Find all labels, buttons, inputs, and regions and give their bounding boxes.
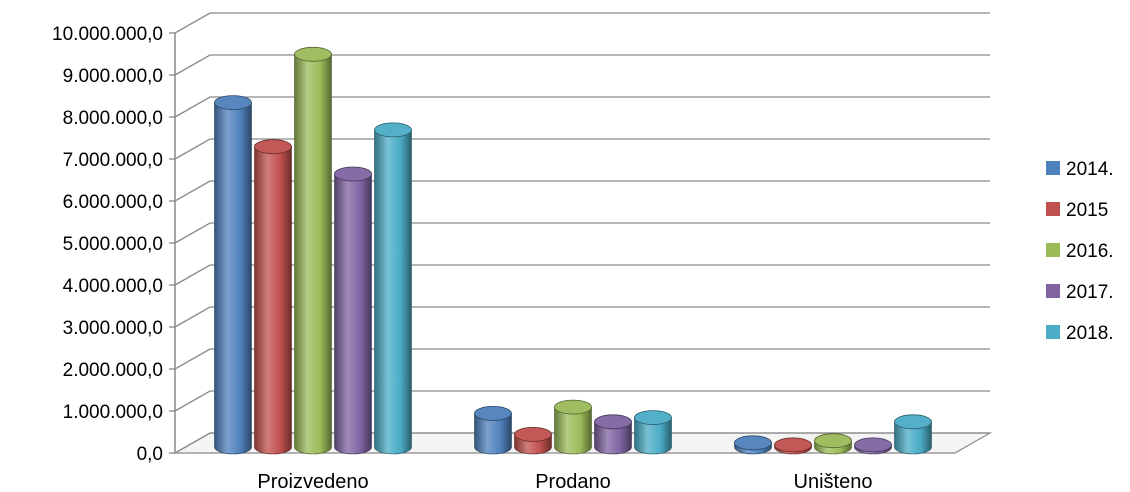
- legend-item: 2014.: [1046, 159, 1114, 180]
- y-tick-label: 9.000.000,0: [63, 66, 163, 87]
- legend: 2014. 2015 2016. 2017. 2018.: [1046, 159, 1114, 344]
- bar-Prodano-2014.: [474, 405, 512, 455]
- y-tick-label: 6.000.000,0: [63, 192, 163, 213]
- legend-swatch: [1046, 284, 1060, 298]
- y-tick-label: 7.000.000,0: [63, 150, 163, 171]
- legend-label: 2015: [1066, 200, 1108, 221]
- legend-swatch: [1046, 202, 1060, 216]
- x-tick-label: Proizvedeno: [257, 471, 368, 492]
- gridline: [174, 54, 990, 76]
- gridline: [174, 306, 990, 328]
- legend-item: 2018.: [1046, 323, 1114, 344]
- y-tick-label: 0,0: [137, 444, 163, 465]
- legend-item: 2016.: [1046, 241, 1114, 262]
- gridline: [174, 96, 990, 118]
- bars: [214, 46, 932, 455]
- gridline: [174, 12, 990, 34]
- legend-label: 2016.: [1066, 241, 1114, 262]
- x-axis-ticks: Proizvedeno Prodano Uništeno: [257, 471, 872, 492]
- bar-Prodano-2016.: [554, 399, 592, 455]
- legend-label: 2017.: [1066, 282, 1114, 303]
- x-tick-label: Prodano: [535, 471, 611, 492]
- legend-label: 2014.: [1066, 159, 1114, 180]
- bar-Proizvedeno-2018.: [374, 122, 412, 455]
- gridlines: [174, 12, 990, 454]
- bar-Proizvedeno-2014.: [214, 95, 252, 455]
- bar-Prodano-2015: [514, 426, 552, 455]
- legend-swatch: [1046, 161, 1060, 175]
- gridline: [174, 432, 990, 454]
- bar-Uništeno-2015: [774, 437, 812, 455]
- gridline: [174, 264, 990, 286]
- bar-Uništeno-2017.: [854, 437, 892, 455]
- bar-Uništeno-2014.: [734, 435, 772, 455]
- bar-Proizvedeno-2016.: [294, 46, 332, 455]
- bar-Prodano-2018.: [634, 410, 672, 455]
- y-tick-label: 1.000.000,0: [63, 402, 163, 423]
- legend-label: 2018.: [1066, 323, 1114, 344]
- bar-Uništeno-2018.: [894, 414, 932, 455]
- bar-Proizvedeno-2017.: [334, 166, 372, 455]
- y-tick-label: 2.000.000,0: [63, 360, 163, 381]
- gridline: [174, 348, 990, 370]
- y-tick-label: 3.000.000,0: [63, 318, 163, 339]
- bar-Prodano-2017.: [594, 414, 632, 455]
- y-axis-ticks: 0,0 1.000.000,0 2.000.000,0 3.000.000,0 4.00…: [52, 24, 175, 465]
- legend-item: 2015: [1046, 200, 1108, 221]
- y-tick-label: 4.000.000,0: [63, 276, 163, 297]
- gridline: [174, 180, 990, 202]
- y-tick-label: 8.000.000,0: [63, 108, 163, 129]
- bar-Uništeno-2016.: [814, 433, 852, 455]
- gridline: [174, 222, 990, 244]
- gridline: [174, 390, 990, 412]
- gridline: [174, 138, 990, 160]
- y-tick-label: 10.000.000,0: [52, 24, 163, 45]
- x-tick-label: Uništeno: [794, 471, 873, 492]
- legend-item: 2017.: [1046, 282, 1114, 303]
- legend-swatch: [1046, 325, 1060, 339]
- y-tick-label: 5.000.000,0: [63, 234, 163, 255]
- bar-Proizvedeno-2015: [254, 139, 292, 455]
- legend-swatch: [1046, 243, 1060, 257]
